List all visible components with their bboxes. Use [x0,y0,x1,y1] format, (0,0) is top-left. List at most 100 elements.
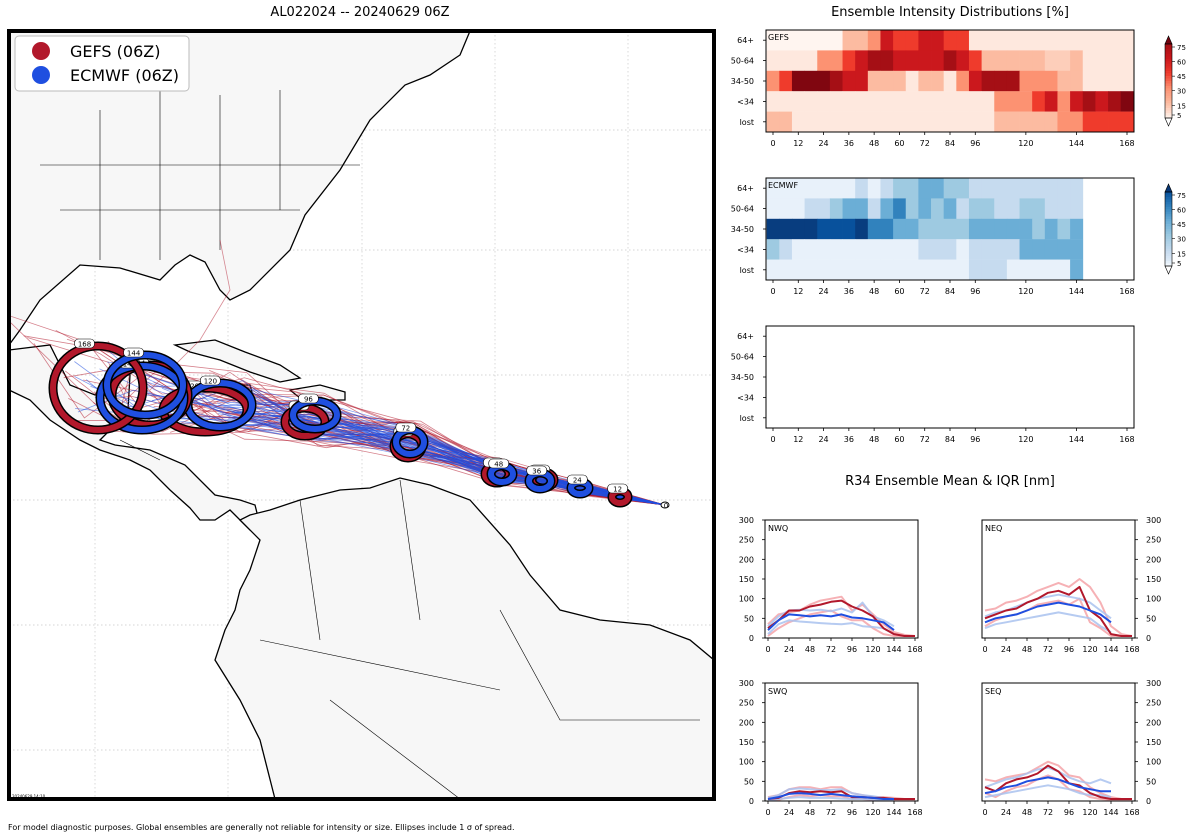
r34-series-line [984,766,1112,789]
colorbar-segment [1165,44,1172,47]
colorbar-segment [1165,51,1172,55]
heatmap-cell [1108,91,1122,112]
heatmap-cell [855,111,869,133]
heatmap-cell [956,259,970,281]
x-tick-label: 0 [770,287,775,296]
y-tick-label: <34 [737,393,754,402]
heatmap-cell [1032,50,1046,71]
heatmap-cell [855,50,869,71]
heatmap-cell [1120,91,1134,112]
x-tick-label: 96 [847,808,857,817]
heatmap-cell [1057,239,1071,260]
heatmap-cell [1057,91,1071,112]
heatmap-cell [918,198,932,219]
heatmap-cell [1057,218,1071,240]
colorbar-segment [1165,226,1172,230]
hour-label-box [566,474,588,485]
colorbar-segment [1165,105,1172,109]
colorbar-segment [1165,241,1172,245]
y-tick-label: 50 [1146,614,1156,623]
heatmap-cell [867,30,881,51]
hour-label-box [488,458,510,469]
colorbar-segment [1165,194,1172,198]
y-tick-label: 300 [739,679,754,688]
colorbar-segment [1165,261,1172,264]
heatmap-cell [943,178,957,199]
heatmap-cell [855,91,869,112]
heatmap-cell [994,218,1008,240]
heatmap-cell [791,259,805,281]
colorbar-segment [1165,238,1172,242]
heatmap-cell [968,178,982,199]
heatmap-cell [855,30,869,51]
heatmap-cell [817,259,831,281]
heatmap-cell [1044,239,1058,260]
x-tick-label: 36 [844,139,854,148]
heatmap-cell [842,50,856,71]
forecast-hour-label: 120 [204,378,217,386]
colorbar-segment [1165,248,1172,252]
ecmwf-spread-ellipse [104,352,186,418]
heatmap-cell [791,30,805,51]
heatmap-cell [1006,259,1020,281]
heatmap-cell [804,30,818,51]
colorbar-segment [1165,58,1172,62]
heatmap-cell [842,111,856,133]
heatmap-cell [1070,70,1084,92]
heatmap-cell [943,70,957,92]
heatmap-frame [765,325,1135,429]
heatmap-cell [1057,30,1071,51]
heatmap-cell [1057,111,1071,133]
heatmap-cell [791,198,805,219]
heatmap-cell [1006,178,1020,199]
heatmap-cell [1019,239,1033,260]
heatmap-cell [943,259,957,281]
x-tick-label: 84 [945,435,955,444]
colorbar-segment [1165,231,1172,235]
heatmap-cell [829,50,843,71]
colorbar-segment [1165,81,1172,84]
heatmap-cell [931,111,945,133]
forecast-hour-label: 72 [401,425,410,433]
heatmap-cell [842,91,856,112]
heatmap-cell [855,239,869,260]
heatmap-cell [1006,70,1020,92]
heatmap-cell [1006,30,1020,51]
map-legend: GEFS (06Z) ECMWF (06Z) [14,35,190,92]
heatmap-cell [918,239,932,260]
heatmap-cell [981,30,995,51]
heatmap-cell [842,218,856,240]
heatmap-cell [817,50,831,71]
colorbar-segment [1165,95,1172,99]
x-tick-label: 24 [1001,645,1011,654]
heatmap-cell [791,91,805,112]
colorbar-extend-min [1164,117,1173,127]
heatmap-cell [855,259,869,281]
heatmap-cell [779,259,793,281]
r34-series-line [984,764,1132,800]
heatmap-cell [1044,259,1058,281]
heatmap-cell [1108,30,1122,51]
hour-label-box [200,375,221,386]
heatmap-cell [779,50,793,71]
colorbar-segment [1165,73,1172,77]
x-tick-label: 96 [847,645,857,654]
y-tick-label: 300 [1146,679,1161,688]
colorbar-segment [1165,48,1172,52]
heatmap-cell [804,198,818,219]
x-tick-label: 96 [1064,645,1074,654]
colorbar-tick-label: 75 [1177,44,1186,52]
r34-series-line [984,611,1112,633]
heatmap-cell [1032,178,1046,199]
colorbar-segment [1165,83,1172,87]
heatmap-cell [918,111,932,133]
heatmap-cell [905,178,919,199]
heatmap-cell [1006,111,1020,133]
gefs-legend-label: GEFS (06Z) [70,42,160,61]
heatmap-cell [1070,218,1084,240]
map-timestamp: 20240629 14:10 [12,794,46,799]
heatmap-cell [943,30,957,51]
heatmap-cell [981,111,995,133]
heatmap-cell [766,91,780,112]
y-tick-label: 50 [1146,777,1156,786]
